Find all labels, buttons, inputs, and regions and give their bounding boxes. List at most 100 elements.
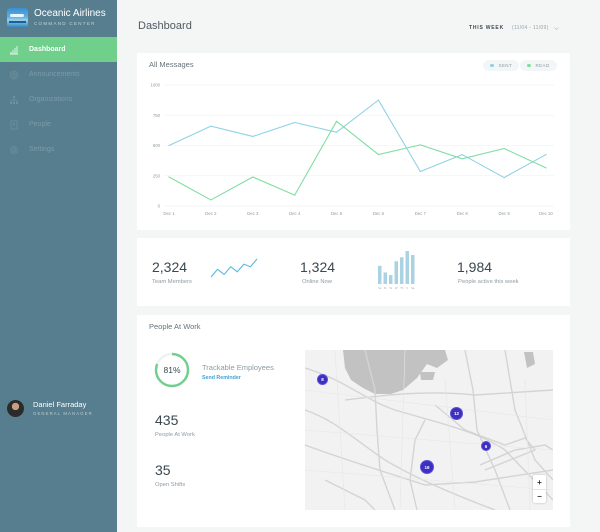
- user-role: GENERAL MANAGER: [33, 411, 93, 416]
- map-water-area: [343, 350, 448, 394]
- x-tick-label: Dec 10: [539, 211, 553, 216]
- bar: [389, 275, 393, 284]
- series-line-sent: [168, 99, 547, 179]
- bar: [405, 251, 409, 284]
- active-week-label: People active this week: [458, 279, 519, 285]
- data-point-read[interactable]: [294, 194, 296, 196]
- brand[interactable]: Oceanic Airlines COMMAND CENTER: [7, 8, 117, 30]
- data-point-sent[interactable]: [252, 135, 254, 138]
- x-tick-label: Dec 2: [205, 211, 217, 216]
- x-tick-label: Dec 5: [331, 211, 343, 216]
- data-point-read[interactable]: [503, 147, 505, 150]
- org-chart-icon: [9, 95, 19, 105]
- legend-read[interactable]: READ: [520, 60, 557, 71]
- bar: [394, 261, 398, 284]
- broadcast-icon: [9, 70, 19, 80]
- people-at-work-label: People At Work: [155, 432, 195, 438]
- chart-title: All Messages: [149, 60, 194, 69]
- open-shifts-label: Open Shifts: [155, 482, 186, 488]
- data-point-sent[interactable]: [335, 131, 338, 133]
- x-tick-label: Dec 1: [163, 211, 175, 216]
- all-messages-card: All Messages SENT READ 1000 750 500 250 0 Dec…: [137, 53, 570, 230]
- bar-day-label: M: [384, 286, 386, 290]
- map-base: [305, 350, 553, 510]
- data-point-read[interactable]: [210, 199, 212, 201]
- date-range-selector[interactable]: THIS WEEK (11/04 - 11/09): [469, 25, 559, 31]
- people-at-work-card: People At Work 81% Trackable Employees S…: [137, 315, 570, 527]
- map-marker[interactable]: 16: [420, 460, 434, 474]
- trackable-progress-arc: [154, 352, 190, 388]
- x-tick-label: Dec 3: [247, 211, 259, 216]
- x-tick-label: Dec 8: [457, 211, 469, 216]
- data-point-read[interactable]: [545, 167, 547, 169]
- bar: [383, 272, 387, 284]
- data-point-read[interactable]: [168, 176, 170, 178]
- bar: [411, 254, 415, 284]
- legend-dot-sent: [490, 63, 494, 68]
- sidebar-nav: Dashboard Announcements Organizations Pe…: [0, 37, 117, 162]
- open-shifts-value: 35: [155, 462, 171, 478]
- sidebar-item-dashboard[interactable]: Dashboard: [0, 37, 117, 62]
- data-point-read[interactable]: [252, 176, 254, 178]
- chevron-down-icon: [553, 26, 559, 30]
- data-point-sent[interactable]: [294, 121, 296, 124]
- data-point-sent[interactable]: [419, 170, 421, 173]
- bar-day-label: W: [395, 286, 398, 290]
- team-members-sparkline: [210, 258, 258, 278]
- data-point-read[interactable]: [377, 153, 380, 156]
- sidebar-item-announcements[interactable]: Announcements: [0, 62, 117, 87]
- map-marker[interactable]: 6: [481, 441, 491, 451]
- map-marker[interactable]: 12: [450, 407, 463, 420]
- sidebar-item-settings[interactable]: Settings: [0, 137, 117, 162]
- zoom-in-button[interactable]: +: [537, 477, 542, 487]
- zoom-out-button[interactable]: −: [533, 489, 546, 503]
- bar-day-label: Su: [378, 286, 382, 290]
- online-now-value: 1,324: [300, 259, 336, 275]
- data-point-sent[interactable]: [210, 125, 212, 127]
- sidebar-item-label: People: [29, 121, 51, 128]
- sidebar-item-label: Dashboard: [29, 46, 66, 53]
- sidebar-item-label: Organizations: [29, 96, 73, 103]
- team-members-value: 2,324: [152, 259, 188, 275]
- legend-label-read: READ: [535, 63, 550, 68]
- sidebar-item-organizations[interactable]: Organizations: [0, 87, 117, 112]
- trackable-progress-ring: [154, 352, 190, 388]
- team-members-label: Team Members: [152, 279, 192, 285]
- brand-subtitle: COMMAND CENTER: [34, 21, 96, 26]
- people-at-work-value: 435: [155, 412, 179, 428]
- data-point-read[interactable]: [419, 144, 421, 146]
- y-tick-label: 750: [153, 113, 161, 118]
- bar: [378, 265, 382, 284]
- sidebar: Oceanic Airlines COMMAND CENTER Dashboar…: [0, 0, 117, 532]
- data-point-sent[interactable]: [545, 153, 547, 156]
- map-water-area: [420, 372, 435, 380]
- user-profile[interactable]: Daniel Farraday GENERAL MANAGER: [7, 398, 117, 420]
- user-name: Daniel Farraday: [33, 400, 87, 409]
- stats-card: 2,324 Team Members 1,324 Online Now Su M T…: [137, 238, 570, 306]
- map[interactable]: 8 12 6 16 + −: [305, 350, 553, 510]
- avatar: [7, 400, 24, 417]
- y-tick-label: 500: [153, 143, 161, 148]
- range-dates: (11/04 - 11/09): [511, 25, 549, 31]
- brand-name: Oceanic Airlines: [34, 8, 106, 19]
- send-reminder-link[interactable]: Send Reminder: [202, 375, 241, 381]
- range-label: THIS WEEK: [469, 25, 504, 31]
- bar-day-label: Th: [400, 286, 404, 290]
- sidebar-item-people[interactable]: People: [0, 112, 117, 137]
- data-point-sent[interactable]: [503, 176, 505, 179]
- bar-day-label: Sa: [411, 286, 415, 290]
- active-week-value: 1,984: [457, 259, 493, 275]
- legend-sent[interactable]: SENT: [483, 60, 520, 71]
- data-point-read[interactable]: [461, 158, 463, 160]
- map-zoom-control: + −: [533, 475, 546, 503]
- data-point-sent[interactable]: [377, 99, 380, 101]
- map-water-area: [524, 352, 535, 368]
- x-tick-label: Dec 9: [498, 211, 510, 216]
- map-marker[interactable]: 8: [317, 374, 328, 385]
- data-point-read[interactable]: [335, 120, 338, 122]
- x-tick-label: Dec 6: [373, 211, 385, 216]
- x-tick-label: Dec 7: [415, 211, 427, 216]
- sparkline-line: [210, 258, 258, 278]
- data-point-sent[interactable]: [461, 153, 463, 156]
- data-point-sent[interactable]: [168, 144, 170, 147]
